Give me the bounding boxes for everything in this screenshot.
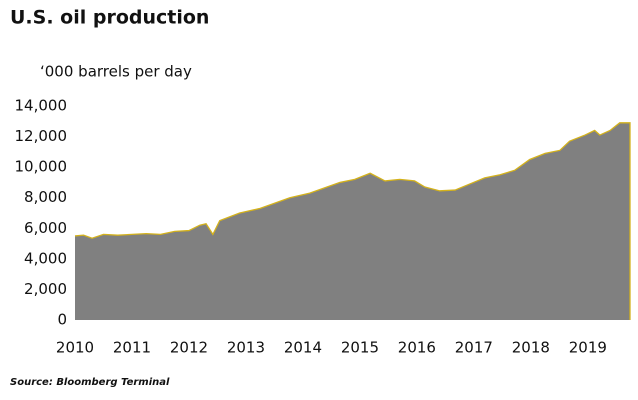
chart-title: U.S. oil production [10, 7, 209, 29]
chart-subtitle: ‘000 barrels per day [40, 63, 192, 81]
area [75, 122, 630, 320]
x-tick-label: 2011 [113, 339, 151, 357]
area-edge [74, 122, 631, 320]
x-tick-label: 2015 [341, 339, 379, 357]
x-tick-label: 2013 [227, 339, 265, 357]
y-tick-label: 12,000 [15, 127, 68, 145]
y-tick-label: 0 [57, 311, 67, 329]
x-tick-label: 2010 [56, 339, 94, 357]
x-tick-label: 2017 [455, 339, 493, 357]
x-tick-label: 2016 [398, 339, 436, 357]
y-tick-label: 10,000 [15, 158, 68, 176]
y-tick-label: 2,000 [24, 280, 67, 298]
y-tick-label: 6,000 [24, 219, 67, 237]
y-tick-label: 8,000 [24, 188, 67, 206]
source-note: Source: Bloomberg Terminal [10, 377, 170, 388]
x-tick-label: 2018 [512, 339, 550, 357]
x-tick-label: 2019 [569, 339, 607, 357]
x-tick-label: 2014 [284, 339, 322, 357]
x-tick-label: 2012 [170, 339, 208, 357]
y-tick-label: 14,000 [15, 97, 68, 115]
y-tick-label: 4,000 [24, 249, 67, 267]
